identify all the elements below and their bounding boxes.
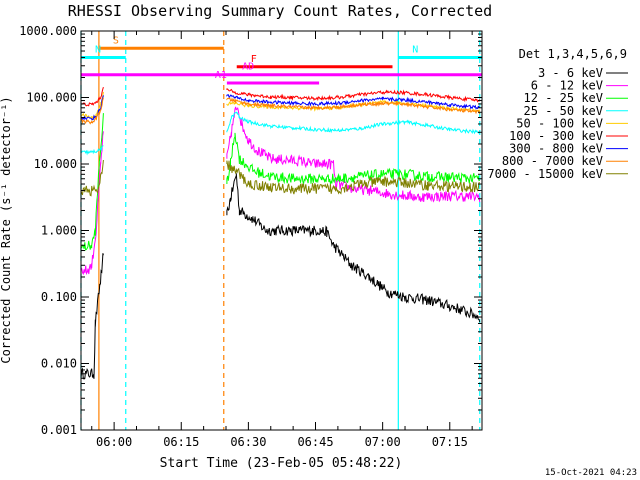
y-axis-label: Corrected Count Rate (s⁻¹ detector⁻¹) — [0, 96, 13, 363]
legend-label-4: 50 - 100 keV — [516, 116, 603, 130]
x-tick-label-3: 06:45 — [297, 435, 333, 449]
y-tick-label-6: 0.001 — [41, 423, 77, 437]
legend-label-1: 6 - 12 keV — [531, 79, 603, 93]
y-tick-label-5: 0.010 — [41, 357, 77, 371]
series-line-5 — [80, 86, 481, 107]
x-tick-label-5: 07:15 — [432, 435, 468, 449]
legend-title: Det 1,3,4,5,6,9 — [519, 47, 627, 61]
y-tick-label-1: 100.000 — [26, 91, 77, 105]
series-line-2 — [80, 113, 480, 251]
event-label-3: F — [251, 54, 257, 65]
footer-timestamp: 15-Oct-2021 04:23 — [545, 468, 637, 478]
event-label-4: AD — [242, 62, 254, 73]
event-label-2: N — [412, 44, 418, 55]
event-label-0: S — [113, 35, 119, 46]
series-line-7 — [80, 96, 481, 125]
legend-label-5: 100 - 300 keV — [509, 129, 603, 143]
event-label-1: N — [95, 44, 101, 55]
legend-label-2: 12 - 25 keV — [524, 91, 603, 105]
chart-title: RHESSI Observing Summary Count Rates, Co… — [68, 2, 492, 20]
y-tick-label-3: 1.000 — [41, 224, 77, 238]
legend-label-0: 3 - 6 keV — [538, 66, 603, 80]
axes-layer: 1000.000 100.000 10.000 1.000 0.100 0.010 0.00… — [19, 24, 482, 449]
x-tick-label-4: 07:00 — [365, 435, 401, 449]
legend-label-6: 300 - 800 keV — [509, 142, 603, 156]
y-tick-label-2: 10.000 — [34, 157, 77, 171]
legend-label-3: 25 - 50 keV — [524, 104, 603, 118]
legend-label-8: 7000 - 15000 keV — [487, 167, 603, 181]
series-line-8 — [80, 159, 480, 197]
x-axis-label: Start Time (23-Feb-05 05:48:22) — [160, 456, 403, 471]
series-line-3 — [80, 111, 480, 156]
x-tick-label-0: 06:00 — [96, 435, 132, 449]
series-layer — [80, 86, 481, 380]
series-line-0 — [80, 173, 481, 380]
legend-label-7: 800 - 7000 keV — [502, 154, 603, 168]
event-bars-layer: S N N FAD A1 — [81, 35, 482, 85]
event-label-5: A1 — [215, 70, 227, 81]
x-tick-label-1: 06:15 — [163, 435, 199, 449]
y-tick-label-4: 0.100 — [41, 290, 77, 304]
series-line-1 — [80, 106, 481, 276]
series-line-6 — [80, 94, 481, 121]
y-tick-label-0: 1000.000 — [19, 24, 77, 38]
x-tick-label-2: 06:30 — [230, 435, 266, 449]
